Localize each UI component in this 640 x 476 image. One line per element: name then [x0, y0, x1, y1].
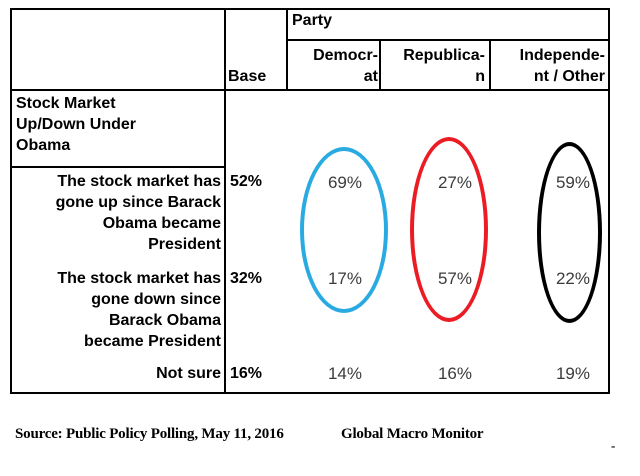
section-header-line1: Stock Market [16, 95, 116, 112]
source-note: Source: Public Policy Polling, May 11, 2… [15, 426, 284, 442]
column-header-democrat: Democr- at [287, 45, 378, 87]
row-label-line: became President [84, 333, 221, 350]
row-label-market-up: The stock market has gone up since Barac… [11, 171, 221, 255]
row-label-line: The stock market has [57, 173, 221, 190]
row-label-line: gone down since [91, 291, 221, 308]
grid-line-under-column-headers [10, 89, 610, 91]
row-label-not-sure: Not sure [11, 363, 221, 384]
party-group-header: Party [292, 12, 333, 29]
column-header-independent-line1: Independe- [519, 47, 605, 64]
stray-dash-mark: - [611, 438, 616, 453]
column-header-republican: Republica- n [381, 45, 485, 87]
column-header-democrat-line2: at [363, 68, 378, 85]
base-value-market-up: 52% [230, 173, 263, 190]
row-label-line: President [148, 236, 221, 253]
section-header-line3: Obama [16, 137, 71, 154]
row-label-market-down: The stock market has gone down since Bar… [11, 268, 221, 352]
grid-line-under-party-header [287, 39, 608, 41]
row-label-line: Barack Obama [108, 312, 221, 329]
section-header: Stock Market Up/Down Under Obama [16, 93, 136, 156]
republican-value-not-sure: 16% [437, 364, 472, 383]
independent-value-not-sure: 19% [555, 364, 590, 383]
democrat-value-not-sure: 14% [327, 364, 362, 383]
section-header-line2: Up/Down Under [16, 116, 136, 133]
column-header-republican-line1: Republica- [403, 47, 485, 64]
grid-line-democrat-republican-divider [379, 40, 381, 91]
column-header-republican-line2: n [475, 68, 485, 85]
column-header-independent-line2: nt / Other [533, 68, 605, 85]
independent-highlight-ellipse [537, 142, 602, 323]
grid-line-labels-base-divider [224, 8, 226, 394]
democrat-highlight-ellipse [300, 147, 388, 313]
table-outer-border [10, 8, 610, 394]
grid-line-republican-independent-divider [489, 40, 491, 91]
row-label-line: gone up since Barack [55, 194, 221, 211]
grid-line-under-section-header [10, 166, 226, 168]
republican-highlight-ellipse [410, 137, 488, 322]
column-header-democrat-line1: Democr- [313, 47, 378, 64]
row-label-line: Obama became [102, 215, 221, 232]
row-label-line: Not sure [156, 365, 221, 382]
row-label-line: The stock market has [57, 270, 221, 287]
column-header-independent: Independe- nt / Other [491, 45, 605, 87]
base-value-not-sure: 16% [230, 365, 263, 382]
brand-note: Global Macro Monitor [341, 426, 484, 442]
grid-line-base-party-divider [286, 8, 288, 91]
base-value-market-down: 32% [230, 270, 263, 287]
base-column-header: Base [228, 68, 267, 85]
